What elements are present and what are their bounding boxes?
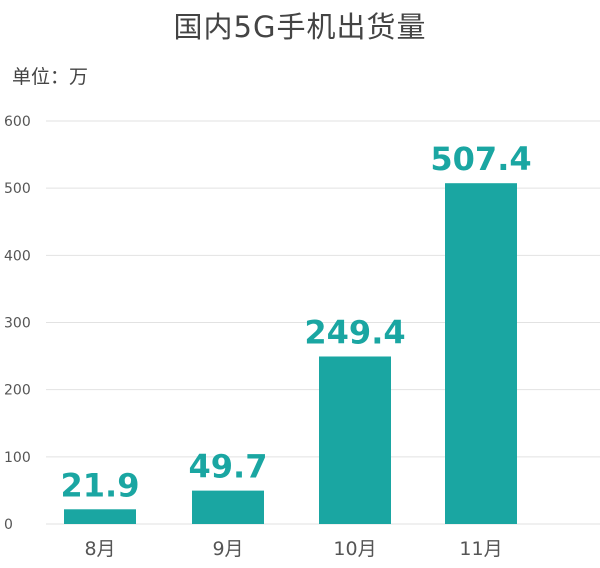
data-label: 507.4 [430,140,531,178]
y-tick-label: 200 [4,383,31,399]
bar [445,183,517,524]
chart-title: 国内5G手机出货量 [173,10,427,44]
data-label: 21.9 [61,466,140,504]
y-tick-label: 300 [4,316,31,332]
x-tick-label: 8月 [84,538,115,560]
y-tick-label: 0 [4,517,13,533]
bar [64,509,136,524]
bar [192,490,264,524]
x-tick-label: 10月 [333,538,376,560]
y-tick-label: 100 [4,450,31,466]
x-tick-label: 9月 [212,538,243,560]
data-label: 249.4 [304,313,405,351]
y-tick-label: 400 [4,248,31,264]
y-tick-label: 600 [4,114,31,130]
data-label: 49.7 [189,448,268,486]
y-tick-label: 500 [4,181,31,197]
unit-label: 单位：万 [12,66,89,88]
x-tick-label: 11月 [459,538,502,560]
bar [319,356,391,524]
